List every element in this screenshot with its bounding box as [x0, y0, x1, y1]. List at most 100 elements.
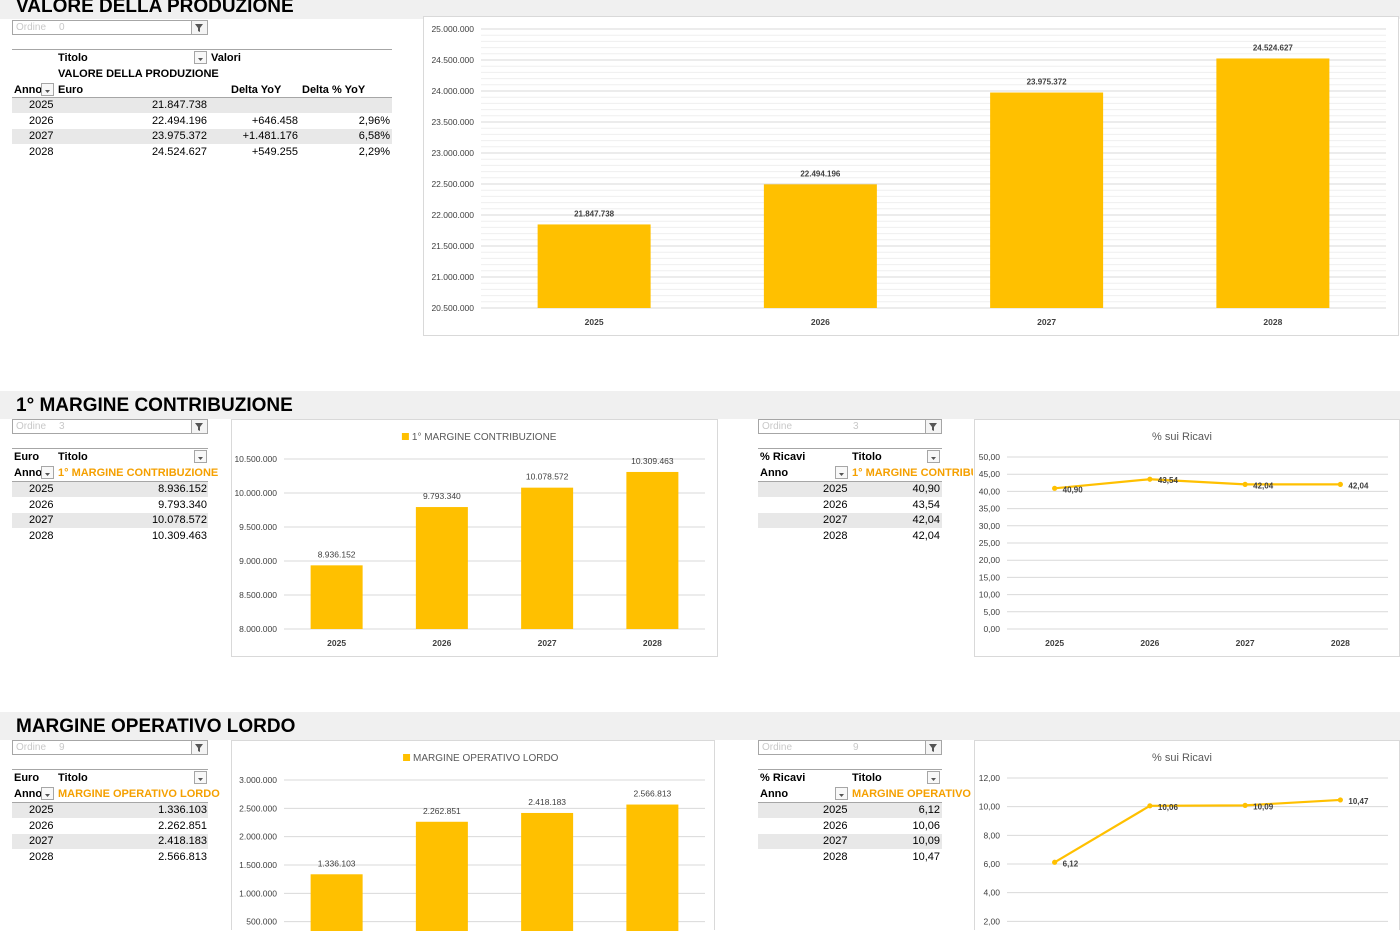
cell-anno: 2028: [29, 851, 54, 863]
data-label: 24.524.627: [1253, 43, 1294, 52]
y-tick-label: 1.500.000: [239, 860, 277, 870]
filter-label: Ordine: [16, 421, 47, 432]
y-tick-label: 24.500.000: [431, 55, 474, 65]
cell-anno: 2027: [29, 514, 54, 526]
y-tick-label: 8.000.000: [239, 624, 277, 634]
filter-label: Ordine: [762, 421, 793, 432]
filter-icon[interactable]: [925, 741, 941, 754]
cell-delta: +646.458: [251, 115, 298, 127]
section-band: [0, 712, 1400, 740]
section-title: 1° MARGINE CONTRIBUZIONE: [16, 395, 293, 416]
chart-margine-operativo-lordo[interactable]: 500.000 1.000.000 1.500.000 2.000.000 2.500.…: [231, 740, 715, 931]
y-tick-label: 10,00: [979, 802, 1001, 812]
section-band: [0, 391, 1400, 419]
col-header-euro: Euro: [14, 772, 40, 784]
filter-value: 3: [853, 421, 859, 432]
table-subtitle: VALORE DELLA PRODUZIONE: [58, 68, 219, 80]
x-tick-label: 2027: [538, 638, 557, 648]
anno-dropdown-icon[interactable]: [835, 466, 848, 479]
filter-icon[interactable]: [191, 741, 207, 754]
data-label: 40,90: [1063, 485, 1084, 494]
y-tick-label: 20,00: [979, 555, 1001, 565]
filter-icon[interactable]: [191, 21, 207, 34]
titolo-dropdown-icon[interactable]: [194, 450, 207, 463]
section-band: [0, 0, 1400, 19]
bar: [537, 224, 651, 308]
x-tick-label: 2026: [1140, 638, 1159, 648]
y-tick-label: 20.500.000: [431, 303, 474, 313]
data-point: [1337, 481, 1343, 487]
order-filter[interactable]: Ordine 9: [12, 740, 208, 755]
cell-value: 10,09: [912, 835, 940, 847]
filter-value: 9: [59, 742, 65, 753]
order-filter[interactable]: Ordine 3: [12, 419, 208, 434]
line-chart: 2,004,006,008,0010,0012,0020252026202720…: [979, 752, 1388, 926]
line-chart: 0,00 5,00 10,00 15,00 20,00 25,00 30,00 35,00 40…: [979, 431, 1388, 648]
cell-value: 10.078.572: [151, 514, 207, 526]
data-label: 22.494.196: [800, 169, 841, 178]
anno-dropdown-icon[interactable]: [41, 466, 54, 479]
anno-dropdown-icon[interactable]: [41, 787, 54, 800]
titolo-dropdown-icon[interactable]: [194, 51, 207, 64]
y-tick-label: 10,00: [979, 590, 1001, 600]
cell-value: 6,12: [918, 804, 940, 816]
data-label: 1.336.103: [318, 858, 356, 868]
data-label: 10,06: [1158, 803, 1179, 812]
titolo-dropdown-icon[interactable]: [927, 450, 940, 463]
filter-icon[interactable]: [191, 420, 207, 433]
chart-margine-contribuzione[interactable]: 8.000.000 8.500.000 9.000.000 9.500.000 10.0…: [231, 419, 718, 657]
series-header: MARGINE OPERATIVO LORDO: [58, 788, 220, 800]
row-shade: [12, 834, 208, 849]
anno-dropdown-icon[interactable]: [41, 83, 54, 96]
y-tick-label: 25,00: [979, 538, 1001, 548]
legend-label: MARGINE OPERATIVO LORDO: [413, 753, 559, 764]
data-label: 43,54: [1158, 476, 1179, 485]
anno-dropdown-icon[interactable]: [835, 787, 848, 800]
bar: [990, 92, 1104, 308]
cell-euro: 23.975.372: [151, 130, 207, 142]
y-tick-label: 45,00: [979, 469, 1001, 479]
table-border: [12, 802, 208, 803]
chart-mc-pct-ricavi[interactable]: 0,00 5,00 10,00 15,00 20,00 25,00 30,00 35,00 40…: [974, 419, 1400, 657]
table-border: [758, 481, 942, 482]
table-border: [12, 448, 208, 449]
chart-valore-produzione[interactable]: 20.500.000 21.000.000 21.500.000 22.000.000…: [423, 16, 1399, 336]
cell-anno: 2027: [823, 835, 848, 847]
col-header-anno: Anno: [14, 84, 43, 96]
bar: [626, 471, 679, 629]
data-label: 6,12: [1063, 859, 1079, 868]
y-tick-label: 8.500.000: [239, 590, 277, 600]
cell-anno: 2025: [29, 483, 54, 495]
titolo-dropdown-icon[interactable]: [927, 771, 940, 784]
bar-chart: 20.500.000 21.000.000 21.500.000 22.000.000…: [431, 24, 1386, 327]
row-shade: [12, 513, 208, 528]
cell-anno: 2027: [29, 835, 54, 847]
order-filter[interactable]: Ordine 3: [758, 419, 942, 434]
filter-icon[interactable]: [925, 420, 941, 433]
series-line: [1054, 478, 1341, 490]
x-tick-label: 2026: [811, 317, 830, 327]
x-tick-label: 2027: [1236, 638, 1255, 648]
y-tick-label: 6,00: [983, 859, 1000, 869]
titolo-dropdown-icon[interactable]: [194, 771, 207, 784]
data-label: 10,47: [1348, 797, 1369, 806]
row-shade: [12, 98, 392, 113]
legend-label: 1° MARGINE CONTRIBUZIONE: [412, 432, 557, 443]
x-tick-label: 2028: [643, 638, 662, 648]
cell-value: 2.566.813: [158, 851, 207, 863]
x-tick-label: 2025: [327, 638, 346, 648]
bar: [521, 487, 574, 629]
filter-value: 0: [59, 22, 65, 33]
table-border: [12, 49, 392, 50]
order-filter[interactable]: Ordine 0: [12, 20, 208, 35]
bar: [763, 184, 877, 308]
series-line: [1054, 798, 1341, 864]
chart-mol-pct-ricavi[interactable]: 2,004,006,008,0010,0012,0020252026202720…: [974, 740, 1400, 930]
y-tick-label: 2.000.000: [239, 832, 277, 842]
row-shade: [12, 129, 392, 144]
y-tick-label: 50,00: [979, 452, 1001, 462]
y-tick-label: 9.000.000: [239, 556, 277, 566]
cell-value: 40,90: [912, 483, 940, 495]
order-filter[interactable]: Ordine 9: [758, 740, 942, 755]
data-point: [1242, 802, 1248, 808]
